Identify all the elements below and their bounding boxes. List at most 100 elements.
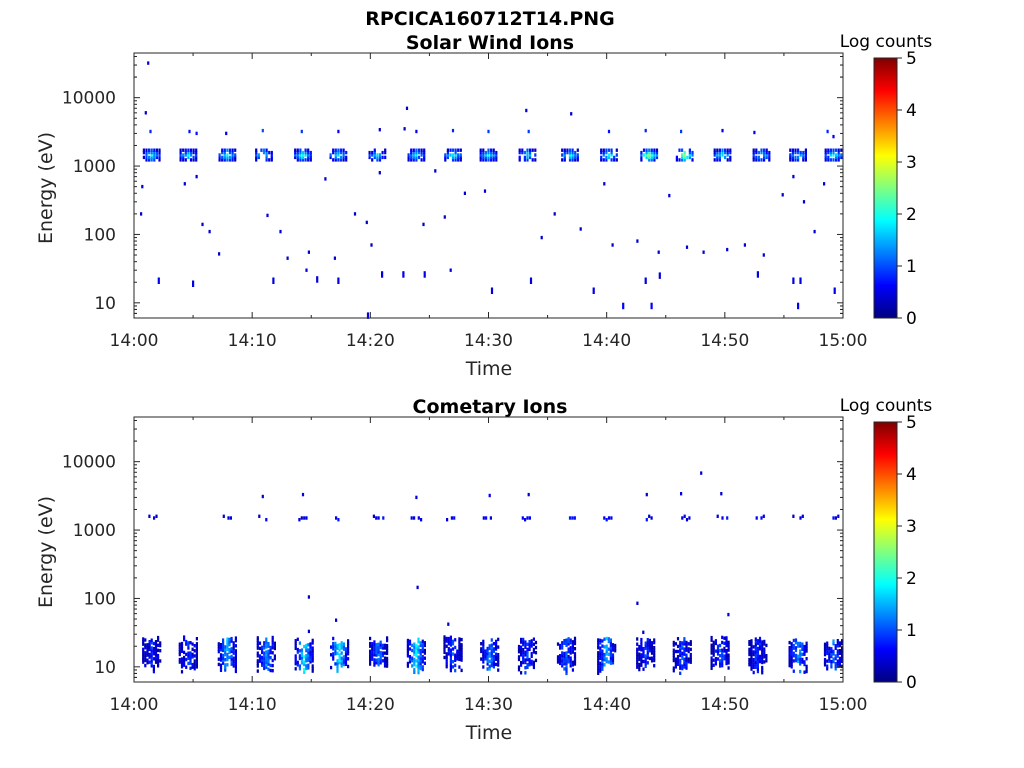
data-cell <box>645 492 648 497</box>
data-cell <box>803 652 806 656</box>
data-cell <box>610 153 613 157</box>
data-cell <box>178 647 181 651</box>
data-cell <box>761 671 764 675</box>
data-cell <box>344 657 348 661</box>
data-cell <box>674 665 677 669</box>
data-cell <box>267 654 270 659</box>
data-cell <box>723 646 726 651</box>
data-cell <box>263 643 266 648</box>
data-cell <box>258 654 262 658</box>
data-cell <box>340 664 343 668</box>
data-cell <box>443 640 446 644</box>
data-cell <box>304 150 307 155</box>
data-cell <box>180 670 184 674</box>
data-cell <box>182 158 185 162</box>
data-cell <box>804 150 807 155</box>
data-cell <box>685 666 688 670</box>
data-cell <box>142 637 145 641</box>
data-cell <box>599 664 602 668</box>
data-cell <box>423 158 426 162</box>
data-cell <box>269 668 272 673</box>
data-cell <box>378 171 381 175</box>
data-cell <box>300 129 303 134</box>
data-cell <box>300 653 304 657</box>
data-cell <box>834 644 837 648</box>
data-cell <box>824 155 827 160</box>
data-cell <box>836 664 839 668</box>
data-cell <box>444 155 447 160</box>
data-cell <box>386 638 389 643</box>
data-cell <box>640 150 643 155</box>
data-cell <box>559 643 562 648</box>
data-cell <box>273 644 276 648</box>
data-cell <box>683 637 686 641</box>
data-cell <box>379 653 382 657</box>
data-cell <box>712 645 715 650</box>
data-cell <box>799 669 802 674</box>
data-cell <box>650 643 654 648</box>
data-cell <box>648 649 651 653</box>
data-cell <box>526 148 529 152</box>
data-cell <box>449 653 452 657</box>
data-cell <box>415 664 418 668</box>
data-cell <box>524 658 527 662</box>
data-cell <box>373 645 376 649</box>
data-cell <box>269 656 272 660</box>
data-cell <box>487 153 490 157</box>
data-cell <box>756 646 759 651</box>
data-cell <box>255 153 258 157</box>
data-cell <box>417 640 420 644</box>
data-cell <box>792 659 795 663</box>
data-cell <box>449 635 452 639</box>
data-cell <box>303 668 306 672</box>
data-cell <box>529 148 532 152</box>
data-cell <box>712 648 715 652</box>
data-cell <box>405 106 409 110</box>
data-cell <box>408 639 412 643</box>
data-cell <box>193 667 196 671</box>
data-cell <box>791 155 794 160</box>
data-cell <box>655 153 659 157</box>
data-cell <box>721 640 724 645</box>
data-cell <box>826 646 829 650</box>
data-cell <box>497 668 500 672</box>
data-cell <box>307 595 310 599</box>
data-cell <box>561 646 564 650</box>
data-cell <box>419 641 422 645</box>
data-cell <box>263 646 266 650</box>
data-cell <box>830 652 833 656</box>
data-cell <box>384 155 387 160</box>
data-cell <box>563 148 566 152</box>
data-cell <box>638 662 641 667</box>
data-cell <box>567 657 570 661</box>
data-cell <box>823 650 827 654</box>
data-cell <box>797 644 800 648</box>
data-cell <box>829 153 832 157</box>
data-cell <box>157 656 160 660</box>
x-tick-label: 14:20 <box>346 331 395 351</box>
data-cell <box>497 645 500 649</box>
data-cell <box>231 158 234 162</box>
data-cell <box>561 643 564 647</box>
data-cell <box>687 642 690 646</box>
data-cell <box>373 640 376 644</box>
data-cell <box>447 647 450 651</box>
data-cell <box>723 654 726 658</box>
data-cell <box>273 646 276 651</box>
data-cell <box>754 665 757 669</box>
data-cell <box>752 652 755 657</box>
data-cell <box>305 646 308 650</box>
data-cell <box>648 153 651 157</box>
data-cell <box>157 648 160 653</box>
data-cell <box>451 128 455 133</box>
data-cell <box>712 643 715 647</box>
data-cell <box>268 158 271 162</box>
data-cell <box>837 158 840 162</box>
colorbar-tick-label: 1 <box>906 621 917 641</box>
data-cell <box>449 656 452 660</box>
data-cell <box>768 153 771 157</box>
data-cell <box>528 516 531 520</box>
data-cell <box>615 148 618 152</box>
data-cell <box>307 150 310 155</box>
data-cell <box>789 155 792 160</box>
